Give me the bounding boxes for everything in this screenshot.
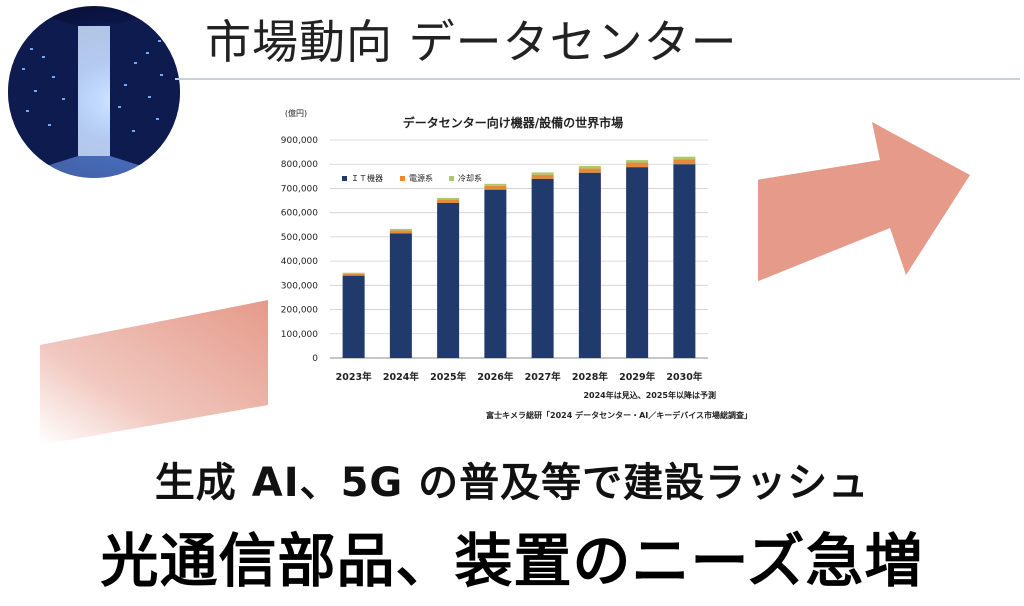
bar-segment xyxy=(578,172,601,358)
bar-segment xyxy=(389,228,412,231)
x-tick-label: 2027年 xyxy=(525,371,561,383)
chart-unit-label: (億円) xyxy=(285,108,307,118)
y-tick-label: 600,000 xyxy=(281,209,318,219)
bar-segment xyxy=(342,272,365,274)
bar-segment xyxy=(342,275,365,358)
y-tick-label: 100,000 xyxy=(281,330,318,340)
bar-segment xyxy=(531,172,554,175)
chart-title: データセンター向け機器/設備の世界市場 xyxy=(403,115,623,130)
bar-segment xyxy=(437,197,460,200)
x-tick-label: 2029年 xyxy=(619,371,655,383)
bar-segment xyxy=(484,189,507,358)
bar-segment xyxy=(673,164,696,358)
legend-label: 電源系 xyxy=(409,173,433,183)
chart-source: 富士キメラ総研「2024 データセンター・AI／キーデバイス市場総調査」 xyxy=(486,410,752,420)
bar-segment xyxy=(626,162,649,168)
bar-segment xyxy=(673,159,696,165)
x-tick-label: 2028年 xyxy=(572,371,608,383)
subtitle: 生成 AI、5G の普及等で建設ラッシュ xyxy=(154,460,870,506)
bar-segment xyxy=(389,233,412,358)
bar-segment xyxy=(484,185,507,190)
bar-segment xyxy=(626,160,649,163)
legend-swatch xyxy=(449,176,454,181)
bar-segment xyxy=(531,174,554,179)
y-tick-label: 500,000 xyxy=(281,233,318,243)
bar-segment xyxy=(578,168,601,173)
x-tick-label: 2023年 xyxy=(336,371,372,383)
bar-segment xyxy=(389,230,412,234)
bar-segment xyxy=(673,156,696,160)
bar-segment xyxy=(531,178,554,358)
datacenter-photo-icon xyxy=(8,6,180,178)
y-tick-label: 200,000 xyxy=(281,306,318,316)
y-tick-label: 300,000 xyxy=(281,281,318,291)
y-tick-label: 400,000 xyxy=(281,257,318,267)
x-tick-label: 2024年 xyxy=(383,371,419,383)
legend-label: 冷却系 xyxy=(458,173,482,183)
title-divider xyxy=(175,78,1020,80)
y-tick-label: 800,000 xyxy=(281,160,318,170)
bar-segment xyxy=(578,166,601,169)
legend-swatch xyxy=(342,176,347,181)
market-chart: データセンター向け機器/設備の世界市場 (億円) 0 100,000 200,000 30… xyxy=(268,100,758,430)
bar-segment xyxy=(342,273,365,276)
x-tick-label: 2026年 xyxy=(477,371,513,383)
bar-segment xyxy=(626,167,649,358)
legend-label: ＩＴ機器 xyxy=(351,173,383,183)
y-tick-label: 700,000 xyxy=(281,184,318,194)
bar-segment xyxy=(437,199,460,203)
y-tick-label: 0 xyxy=(312,354,318,364)
legend-swatch xyxy=(400,176,405,181)
y-tick-label: 900,000 xyxy=(281,136,318,146)
bar-chart: データセンター向け機器/設備の世界市場 (億円) 0 100,000 200,000 30… xyxy=(281,108,752,420)
bar-segment xyxy=(437,202,460,358)
x-tick-label: 2025年 xyxy=(430,371,466,383)
headline: 光通信部品、装置のニーズ急増 xyxy=(100,527,924,595)
page-title: 市場動向 データセンター xyxy=(205,15,738,69)
chart-note: 2024年は見込、2025年以降は予測 xyxy=(583,390,716,400)
bar-segment xyxy=(484,183,507,186)
x-tick-label: 2030年 xyxy=(666,371,702,383)
